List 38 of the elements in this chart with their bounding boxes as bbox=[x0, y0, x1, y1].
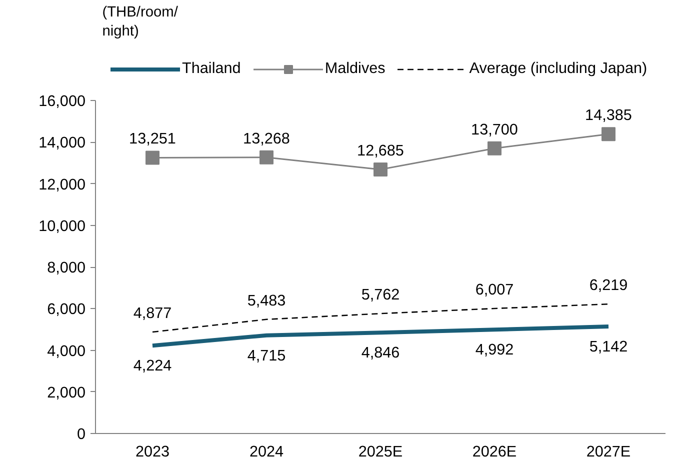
data-label: 6,219 bbox=[589, 277, 628, 294]
point bbox=[260, 150, 274, 164]
data-label: 13,268 bbox=[243, 130, 290, 148]
data-label: 4,992 bbox=[475, 342, 514, 359]
legend-label: Maldives bbox=[324, 60, 386, 78]
x-tick-label: 2026E bbox=[472, 444, 517, 460]
y-tick-label: 2,000 bbox=[47, 384, 86, 402]
y-axis-title: (THB/room/night) bbox=[102, 4, 179, 40]
point bbox=[602, 127, 616, 142]
y-tick-label: 0 bbox=[76, 426, 86, 443]
data-label: 4,846 bbox=[361, 344, 400, 362]
point bbox=[488, 141, 502, 156]
x-tick-label: 2024 bbox=[249, 444, 284, 460]
data-label: 13,251 bbox=[129, 130, 176, 148]
data-label: 4,877 bbox=[133, 304, 172, 322]
point bbox=[146, 150, 160, 165]
data-label: 12,685 bbox=[357, 142, 404, 160]
y-tick-label: 4,000 bbox=[47, 342, 86, 360]
point bbox=[374, 162, 388, 176]
data-label: 4,224 bbox=[133, 358, 172, 375]
x-tick-label: 2025E bbox=[358, 444, 403, 460]
data-label: 6,007 bbox=[475, 281, 514, 298]
y-tick-label: 10,000 bbox=[38, 218, 86, 235]
data-label: 5,142 bbox=[589, 338, 628, 356]
y-tick-label: 14,000 bbox=[38, 134, 86, 152]
data-label: 5,762 bbox=[361, 286, 400, 304]
y-tick-label: 16,000 bbox=[38, 93, 86, 110]
data-label: 5,483 bbox=[247, 292, 286, 310]
data-label: 4,715 bbox=[247, 347, 286, 364]
y-tick-label: 8,000 bbox=[47, 260, 86, 276]
legend-label: Thailand bbox=[182, 60, 241, 78]
x-tick-label: 2023 bbox=[135, 444, 170, 460]
y-tick-label: 12,000 bbox=[38, 176, 86, 194]
data-label: 13,700 bbox=[471, 121, 518, 138]
data-label: 14,385 bbox=[585, 107, 632, 124]
x-tick-label: 2027E bbox=[586, 444, 631, 460]
y-tick-label: 6,000 bbox=[47, 301, 86, 318]
legend-label: Average (including Japan) bbox=[469, 60, 648, 78]
